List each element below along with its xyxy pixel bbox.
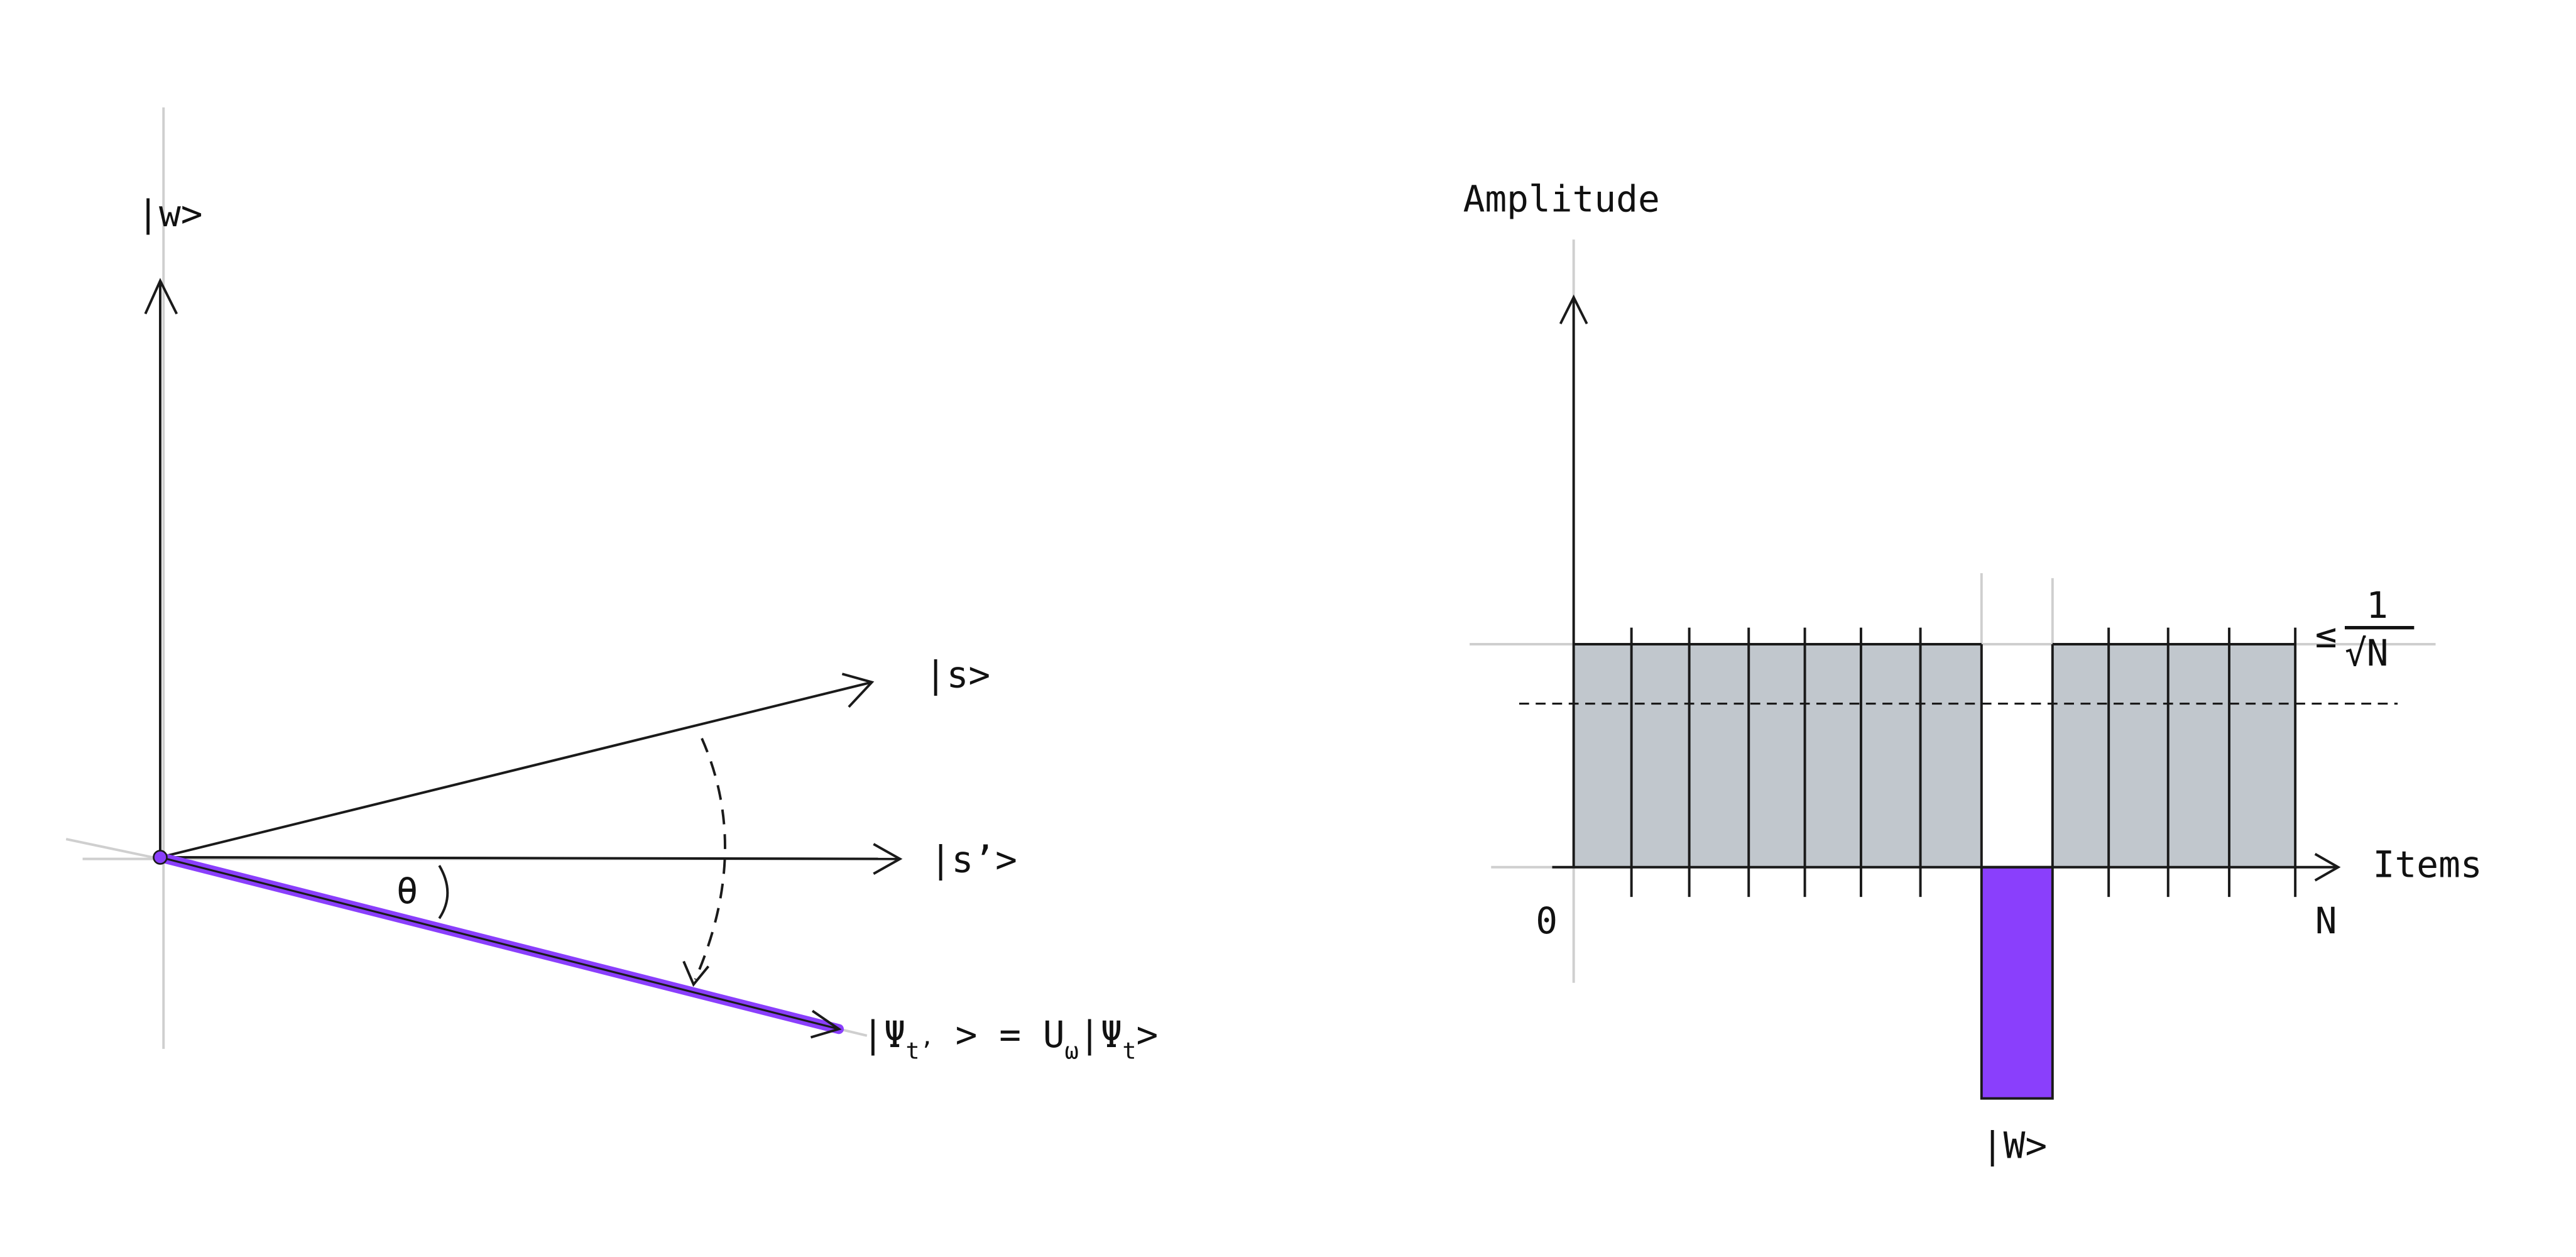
w-axis-label: |w>	[137, 192, 202, 235]
bar-dividers	[1573, 627, 2297, 897]
s-prime-vector	[160, 856, 900, 860]
y-axis-arrowhead-icon	[1559, 294, 1588, 324]
x-end-label: N	[2315, 899, 2337, 942]
y-axis-label: Amplitude	[1463, 177, 1660, 220]
origin-point	[153, 850, 168, 865]
bound-relation: ≤	[2315, 613, 2337, 656]
bound-denominator: √N	[2345, 632, 2389, 674]
amplitude-diagram: Amplitude Items 0 N |W> ≤ 1 √N	[1463, 177, 2482, 1166]
uniform-bars-left	[1573, 644, 1982, 867]
marked-bar	[1980, 865, 2054, 1100]
s-vector-arrowhead-icon	[841, 672, 875, 708]
psi-equation: |Ψt’ > = Uω|Ψt>	[862, 1013, 1158, 1064]
s-vector-label: |s>	[925, 653, 990, 696]
psi-vector-core	[160, 856, 839, 1030]
uniform-bars-right	[2052, 644, 2296, 867]
x-axis-label: Items	[2373, 843, 2482, 886]
x-start-label: 0	[1536, 899, 1558, 942]
marked-label: |W>	[1982, 1124, 2047, 1166]
theta-label: θ	[396, 870, 418, 913]
theta-arc	[438, 865, 449, 919]
geometric-diagram: |w> |s> |s’> θ |Ψt’ > = Uω|Ψt>	[65, 107, 1158, 1065]
s-prime-label: |s’>	[930, 838, 1017, 881]
bound-numerator: 1	[2366, 584, 2388, 627]
s-prime-arrowhead-icon	[873, 843, 903, 875]
s-vector	[160, 681, 873, 859]
rotation-arc	[694, 737, 726, 980]
diagonal-guide	[65, 838, 161, 860]
psi-arrowhead-icon	[810, 1009, 842, 1039]
x-axis-arrowhead-icon	[2314, 853, 2341, 882]
rotation-arrowhead-icon	[682, 960, 710, 987]
w-axis-arrowhead-icon	[144, 278, 178, 315]
bound-label: ≤ 1 √N	[2315, 584, 2415, 674]
